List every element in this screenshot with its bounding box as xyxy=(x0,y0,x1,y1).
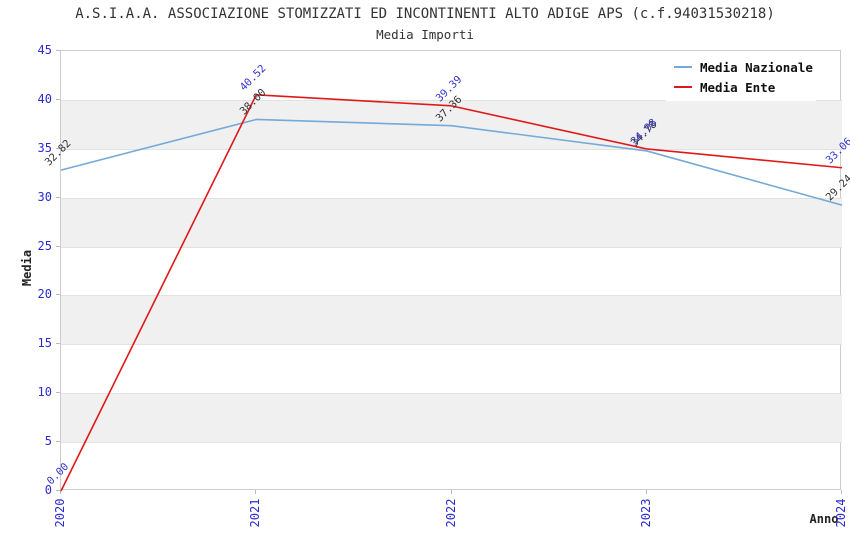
gridline xyxy=(61,295,842,296)
gridline xyxy=(61,344,842,345)
chart-title: A.S.I.A.A. ASSOCIAZIONE STOMIZZATI ED IN… xyxy=(75,6,775,22)
x-tick-mark xyxy=(841,490,842,494)
y-tick-label: 0 xyxy=(44,483,52,497)
y-tick-label: 15 xyxy=(37,336,52,351)
legend-item-media-nazionale: Media Nazionale xyxy=(674,57,816,77)
media-ente-line-swatch xyxy=(674,86,692,88)
y-tick-label: 30 xyxy=(37,189,52,204)
y-tick-mark xyxy=(56,98,60,100)
y-tick-mark xyxy=(56,294,60,296)
plot-band xyxy=(61,99,842,149)
series-line-0 xyxy=(60,118,843,206)
chart-subtitle: Media Importi xyxy=(376,27,474,42)
y-tick-mark xyxy=(56,343,60,345)
gridline xyxy=(61,100,842,101)
y-tick-label: 25 xyxy=(37,238,52,253)
x-tick-label: 2023 xyxy=(638,498,653,528)
series-lines xyxy=(60,94,843,492)
media-nazionale-line-swatch xyxy=(674,66,692,68)
y-tick-mark xyxy=(56,196,60,198)
x-tick-label: 2020 xyxy=(53,498,67,528)
plot-band xyxy=(61,295,842,345)
x-tick-mark xyxy=(60,490,61,494)
plot-band xyxy=(61,197,842,247)
y-tick-label: 45 xyxy=(37,43,52,57)
x-tick-mark xyxy=(255,490,257,494)
y-tick-mark xyxy=(56,50,60,51)
legend-label: Media Ente xyxy=(700,79,776,95)
y-tick-mark xyxy=(56,245,60,247)
x-tick-label: 2022 xyxy=(443,498,458,528)
y-tick-mark xyxy=(56,441,60,443)
y-tick-label: 5 xyxy=(44,434,52,449)
y-tick-mark xyxy=(56,147,60,149)
x-tick-label: 2024 xyxy=(834,498,848,528)
gridline xyxy=(61,247,842,248)
gridline xyxy=(61,198,842,199)
x-tick-mark xyxy=(645,490,647,494)
y-axis-title: Media xyxy=(20,249,34,287)
gridline xyxy=(61,393,842,394)
x-tick-label: 2021 xyxy=(248,498,263,528)
y-tick-label: 35 xyxy=(37,140,52,155)
x-axis-title: Anno xyxy=(809,512,839,526)
y-tick-label: 40 xyxy=(37,91,52,106)
y-tick-mark xyxy=(56,490,60,491)
legend-item-media-ente: Media Ente xyxy=(674,77,816,97)
y-tick-label: 10 xyxy=(37,385,52,400)
legend: Media Nazionale Media Ente xyxy=(666,53,816,101)
gridline xyxy=(61,442,842,443)
y-tick-label: 20 xyxy=(37,287,52,302)
legend-label: Media Nazionale xyxy=(700,59,813,75)
plot-band xyxy=(61,393,842,443)
x-tick-mark xyxy=(450,490,452,494)
plot-area xyxy=(60,50,843,492)
series-line-1 xyxy=(60,94,843,492)
gridline xyxy=(61,149,842,150)
y-tick-mark xyxy=(56,392,60,394)
